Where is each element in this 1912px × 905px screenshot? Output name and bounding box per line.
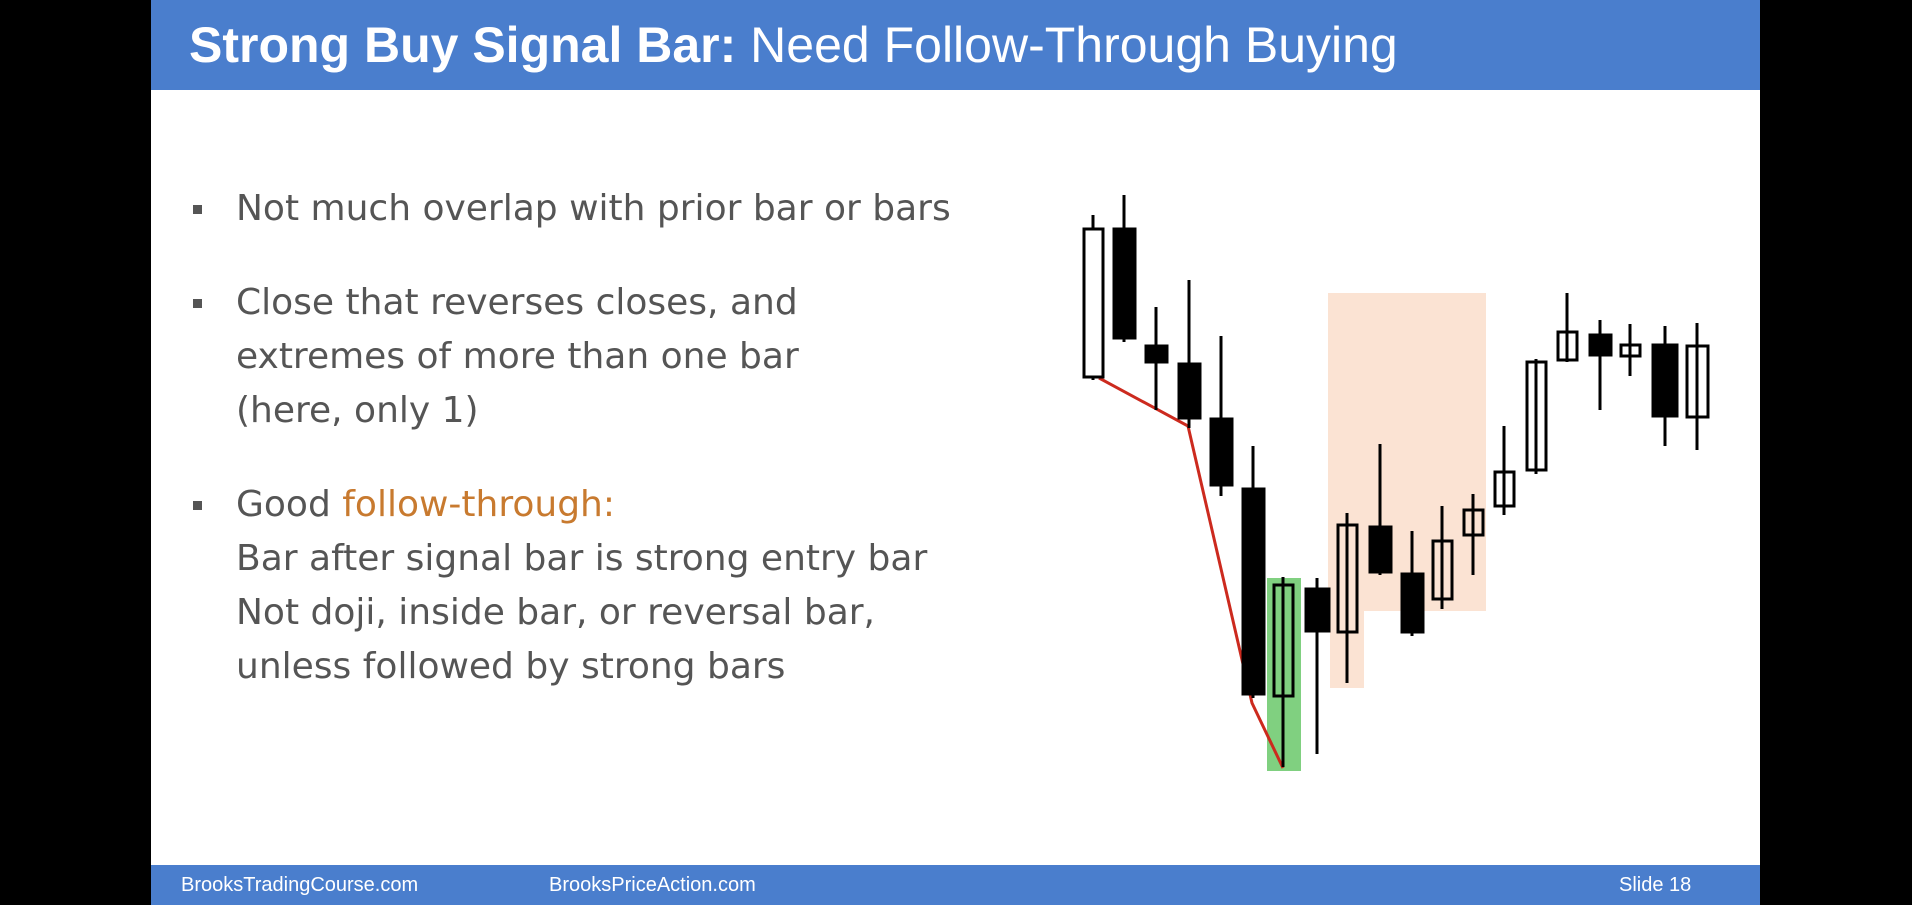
candle [1462, 494, 1485, 575]
bullet-line: extremes of more than one bar [236, 336, 799, 377]
candle [1304, 578, 1331, 754]
candle [1177, 280, 1202, 428]
bullet-heading-prefix: Good [236, 484, 343, 525]
candle [1685, 323, 1710, 450]
bullet-item-overlap: Not much overlap with prior bar or bars [189, 182, 1089, 236]
bullet-line: Not doji, inside bar, or reversal bar, [236, 592, 875, 633]
candle [1651, 326, 1679, 446]
candle [1144, 307, 1169, 410]
bullet-line: Close that reverses closes, and [236, 282, 798, 323]
bullet-line: Not much overlap with prior bar or bars [236, 188, 951, 229]
bullet-item-close-reverses: Close that reverses closes, and extremes… [189, 276, 1089, 438]
candle [1112, 195, 1137, 342]
candle [1336, 513, 1359, 683]
candles [1082, 195, 1710, 767]
square-bullet-icon [193, 299, 202, 308]
bullet-list: Not much overlap with prior bar or bars … [189, 182, 1089, 734]
slide: Strong Buy Signal Bar: Need Follow-Throu… [151, 0, 1760, 905]
bullet-line: (here, only 1) [236, 390, 479, 431]
candlestick-chart [1082, 195, 1710, 771]
candle [1588, 320, 1613, 410]
square-bullet-icon [193, 205, 202, 214]
footer-link-brookspriceaction[interactable]: BrooksPriceAction.com [549, 874, 756, 896]
candle [1431, 506, 1454, 609]
candle [1400, 531, 1425, 636]
candle [1082, 215, 1105, 380]
bullet-line: Bar after signal bar is strong entry bar [236, 538, 928, 579]
candle [1619, 324, 1642, 376]
bullet-item-follow-through: Good follow-through: Bar after signal ba… [189, 478, 1089, 694]
title-bold-part: Strong Buy Signal Bar: [189, 17, 737, 73]
footer-link-brookstradingcourse[interactable]: BrooksTradingCourse.com [181, 874, 419, 896]
candle [1241, 446, 1266, 698]
square-bullet-icon [193, 501, 202, 510]
footer-bar: BrooksTradingCourse.com BrooksPriceActio… [151, 865, 1760, 905]
candle [1209, 336, 1234, 496]
title-bar: Strong Buy Signal Bar: Need Follow-Throu… [151, 0, 1760, 90]
title-regular-part: Need Follow-Through Buying [750, 17, 1398, 73]
candle [1556, 293, 1579, 362]
candle [1525, 359, 1548, 474]
follow-through-accent: follow-through: [342, 484, 615, 525]
bullet-line: unless followed by strong bars [236, 646, 786, 687]
candle [1368, 444, 1393, 575]
candle [1493, 426, 1516, 515]
trend-line [1098, 376, 1285, 769]
candle [1272, 577, 1295, 767]
bullet-heading-line: Good follow-through: [236, 478, 1089, 532]
slide-title: Strong Buy Signal Bar: Need Follow-Throu… [189, 14, 1398, 76]
slide-number: Slide 18 [1619, 874, 1692, 896]
